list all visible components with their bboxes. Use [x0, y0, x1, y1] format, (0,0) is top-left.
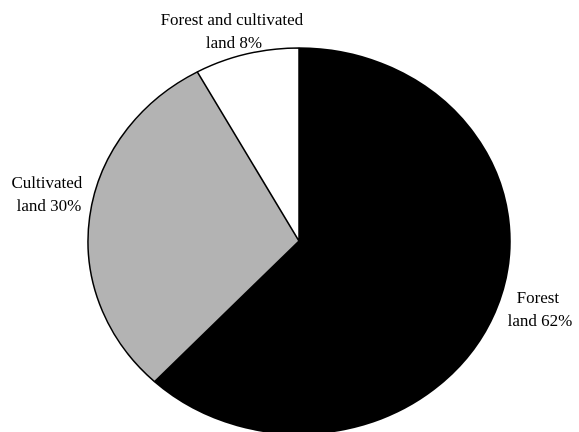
slice-label-cultivated-land-line-1: Cultivated: [11, 173, 82, 192]
slice-label-forest-land-line-1: Forest: [517, 288, 560, 307]
slice-label-cultivated-land: Cultivated land 30%: [11, 173, 86, 215]
slice-label-forest-and-cultivated-land: Forest and cultivated land 8%: [161, 10, 308, 52]
pie-slice-forest-land: [153, 47, 511, 432]
slice-label-forest-land: Forest land 62%: [508, 288, 573, 330]
pie-slices: [87, 47, 511, 432]
slice-label-forest-land-line-2: land 62%: [508, 311, 573, 330]
pie-slice-forest-and-cultivated-land: [196, 47, 300, 242]
slice-label-forest-and-cultivated-land-line-2: land 8%: [206, 33, 262, 52]
slice-label-cultivated-land-line-2: land 30%: [17, 196, 82, 215]
slice-label-forest-and-cultivated-land-line-1: Forest and cultivated: [161, 10, 304, 29]
pie-slice-cultivated-land: [87, 71, 300, 383]
